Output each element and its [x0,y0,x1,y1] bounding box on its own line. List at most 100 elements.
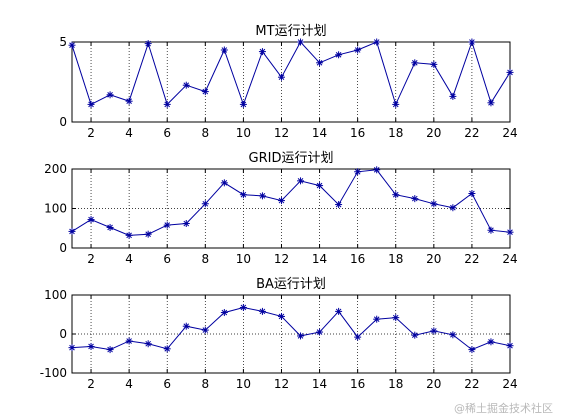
data-point-marker [430,60,438,68]
data-point-marker [239,303,247,311]
y-tick-label: -100 [40,366,67,380]
data-point-marker [106,91,114,99]
data-point-marker [68,344,76,352]
data-point-marker [68,227,76,235]
data-point-marker [468,38,476,46]
x-tick-label: 20 [426,252,441,266]
data-point-marker [506,228,514,236]
watermark: @稀土掘金技术社区 [454,402,553,415]
data-point-marker [335,307,343,315]
data-point-marker [201,200,209,208]
data-point-marker [125,97,133,105]
data-point-marker [163,100,171,108]
x-tick-label: 16 [350,377,365,391]
x-tick-label: 14 [312,252,327,266]
x-tick-label: 14 [312,126,327,140]
data-point-marker [506,68,514,76]
data-point-marker [430,327,438,335]
data-point-marker [258,48,266,56]
data-point-marker [392,314,400,322]
x-tick-label: 16 [350,126,365,140]
y-tick-label: 100 [44,202,67,216]
data-point-marker [220,46,228,54]
x-tick-label: 8 [201,377,209,391]
x-tick-label: 12 [274,126,289,140]
data-point-marker [487,338,495,346]
x-tick-label: 18 [388,126,403,140]
data-point-marker [239,100,247,108]
x-tick-label: 20 [426,126,441,140]
data-point-marker [163,221,171,229]
data-point-marker [220,309,228,317]
axes-box [71,41,511,123]
data-point-marker [373,166,381,174]
x-tick-label: 22 [464,252,479,266]
data-point-marker [316,182,324,190]
data-point-marker [449,331,457,339]
data-point-marker [335,201,343,209]
y-tick-label: 200 [44,162,67,176]
data-point-marker [182,220,190,228]
data-point-marker [449,92,457,100]
x-tick-label: 8 [201,252,209,266]
y-tick-label: 0 [59,327,67,341]
data-point-marker [354,46,362,54]
data-point-marker [144,40,152,48]
series-line [71,169,511,236]
data-point-marker [87,342,95,350]
data-point-marker [239,191,247,199]
data-point-marker [277,73,285,81]
data-point-marker [201,326,209,334]
panel-title: GRID运行计划 [249,151,334,166]
panel-title: MT运行计划 [255,24,326,39]
data-point-marker [392,191,400,199]
x-tick-label: 16 [350,252,365,266]
data-point-marker [411,59,419,67]
x-tick-label: 12 [274,377,289,391]
data-point-marker [411,195,419,203]
data-point-marker [297,38,305,46]
data-point-marker [144,230,152,238]
y-tick-label: 0 [59,241,67,255]
x-tick-label: 10 [236,126,251,140]
x-tick-label: 22 [464,126,479,140]
data-point-marker [106,223,114,231]
y-tick-label: 5 [59,35,67,49]
panel-title: BA运行计划 [256,277,326,292]
x-tick-label: 4 [125,126,133,140]
data-point-marker [449,204,457,212]
data-point-marker [87,100,95,108]
data-point-marker [316,59,324,67]
x-tick-label: 6 [163,252,171,266]
data-point-marker [297,177,305,185]
x-tick-label: 6 [163,126,171,140]
data-point-marker [430,200,438,208]
data-point-marker [468,189,476,197]
data-point-marker [487,99,495,107]
data-point-marker [258,307,266,315]
data-point-marker [487,226,495,234]
y-tick-label: 100 [44,288,67,302]
data-point-marker [258,192,266,200]
x-tick-label: 20 [426,377,441,391]
data-point-marker [220,179,228,187]
data-point-marker [277,197,285,205]
data-point-marker [335,51,343,59]
data-point-marker [87,216,95,224]
data-point-marker [297,332,305,340]
data-point-marker [182,322,190,330]
data-point-marker [373,38,381,46]
y-tick-label: 0 [59,115,67,129]
x-tick-label: 22 [464,377,479,391]
x-tick-label: 4 [125,252,133,266]
data-point-marker [163,345,171,353]
data-point-marker [392,100,400,108]
data-point-marker [125,337,133,345]
data-point-marker [201,88,209,96]
data-point-marker [354,168,362,176]
series-line [71,40,511,106]
x-tick-label: 4 [125,377,133,391]
data-point-marker [144,340,152,348]
x-tick-label: 18 [388,377,403,391]
